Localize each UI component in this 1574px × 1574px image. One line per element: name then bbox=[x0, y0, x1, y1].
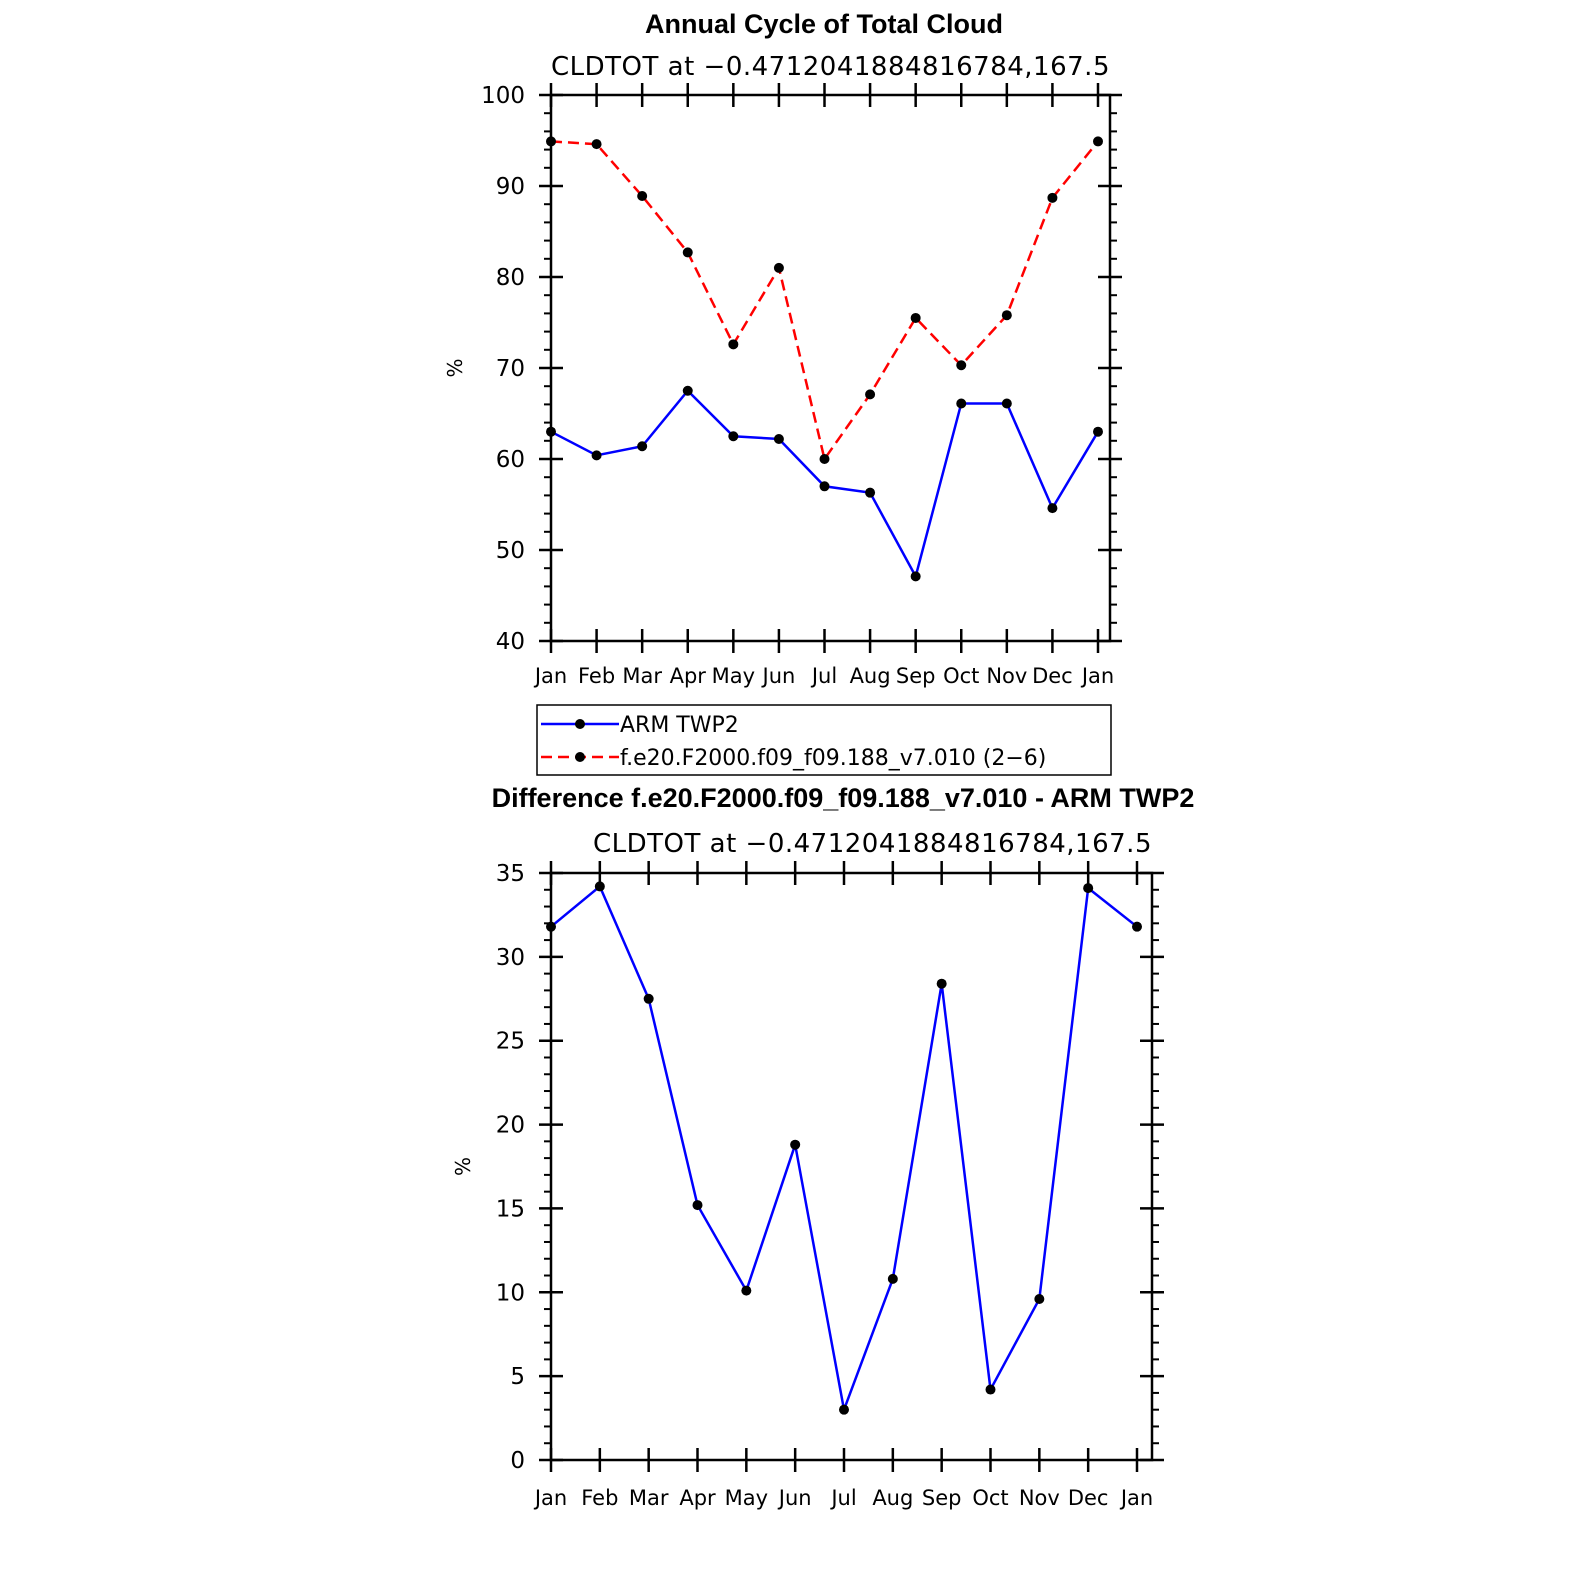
y-tick-label: 100 bbox=[481, 83, 525, 109]
x-tick-label: Mar bbox=[622, 664, 662, 688]
data-point bbox=[1047, 503, 1058, 514]
y-tick-label: 80 bbox=[496, 265, 525, 291]
data-point bbox=[910, 571, 921, 582]
data-point bbox=[741, 1285, 752, 1296]
legend: ARM TWP2 f.e20.F2000.f09_f09.188_v7.010 (… bbox=[536, 704, 1112, 776]
data-point bbox=[819, 454, 830, 464]
y-tick-label: 70 bbox=[496, 356, 525, 382]
x-tick-label: May bbox=[712, 664, 755, 688]
plot-frame bbox=[549, 871, 1154, 1462]
legend-box bbox=[536, 704, 1112, 776]
x-tick-label: Dec bbox=[1032, 664, 1073, 688]
series-line-2 bbox=[550, 140, 1099, 462]
x-tick-label: Aug bbox=[850, 664, 891, 688]
data-point bbox=[637, 441, 648, 452]
x-tick-label: Apr bbox=[679, 1486, 716, 1510]
data-point bbox=[643, 993, 654, 1004]
y-tick-label: 35 bbox=[496, 861, 525, 887]
series-line-1 bbox=[550, 884, 1138, 1415]
x-tick-label: Oct bbox=[943, 664, 979, 688]
y-tick-label: 15 bbox=[496, 1196, 525, 1222]
x-tick-label: Feb bbox=[581, 1486, 618, 1510]
y-axis-label: % bbox=[443, 358, 467, 377]
data-point bbox=[839, 1404, 849, 1415]
x-tick-label: Jan bbox=[1080, 664, 1114, 688]
plot-frame bbox=[549, 93, 1112, 643]
y-tick-label: 5 bbox=[510, 1364, 525, 1390]
data-point bbox=[956, 398, 967, 409]
data-point bbox=[865, 389, 876, 400]
data-point bbox=[865, 487, 876, 498]
y-tick-label: 90 bbox=[496, 174, 525, 200]
data-point bbox=[936, 978, 947, 989]
y-tick-label: 25 bbox=[496, 1029, 525, 1055]
data-point bbox=[637, 191, 648, 202]
data-point bbox=[1132, 921, 1142, 932]
x-tick-label: Dec bbox=[1068, 1486, 1109, 1510]
x-tick-label: Mar bbox=[629, 1486, 669, 1510]
y-tick-label: 20 bbox=[496, 1113, 525, 1139]
data-point bbox=[790, 1139, 801, 1150]
x-tick-label: Oct bbox=[972, 1486, 1008, 1510]
data-point bbox=[682, 385, 693, 396]
y-tick-label: 0 bbox=[510, 1448, 525, 1474]
x-tick-label: Jan bbox=[533, 664, 567, 688]
x-tick-label: Nov bbox=[986, 664, 1027, 688]
legend-label: f.e20.F2000.f09_f09.188_v7.010 (2−6) bbox=[620, 746, 1046, 771]
chart-subtitle: CLDTOT at −0.4712041884816784,167.5 bbox=[551, 52, 1110, 82]
data-point bbox=[956, 360, 967, 371]
data-point bbox=[1083, 883, 1094, 894]
data-point bbox=[985, 1384, 996, 1395]
data-point bbox=[887, 1273, 898, 1284]
data-point bbox=[1001, 398, 1012, 409]
x-tick-label: Aug bbox=[872, 1486, 913, 1510]
y-tick-label: 40 bbox=[496, 629, 525, 655]
x-tick-label: Apr bbox=[670, 664, 707, 688]
data-point bbox=[591, 139, 602, 150]
data-point bbox=[1093, 136, 1103, 147]
x-tick-label: Jul bbox=[829, 1486, 856, 1510]
chart-subtitle: CLDTOT at −0.4712041884816784,167.5 bbox=[593, 829, 1152, 859]
chart-title: Annual Cycle of Total Cloud bbox=[645, 9, 1003, 39]
data-point bbox=[591, 450, 602, 461]
y-tick-label: 10 bbox=[496, 1280, 525, 1306]
x-tick-label: Jan bbox=[533, 1486, 567, 1510]
legend-marker bbox=[575, 752, 585, 762]
x-tick-label: May bbox=[725, 1486, 768, 1510]
legend-marker bbox=[575, 719, 585, 729]
data-point bbox=[594, 881, 605, 892]
x-tick-label: Feb bbox=[578, 664, 615, 688]
y-tick-label: 30 bbox=[496, 945, 525, 971]
data-point bbox=[728, 339, 739, 350]
chart-1: Annual Cycle of Total Cloud CLDTOT at −0.… bbox=[443, 9, 1122, 776]
y-tick-label: 50 bbox=[496, 538, 525, 564]
data-point bbox=[819, 481, 830, 492]
data-point bbox=[1034, 1293, 1045, 1304]
data-point bbox=[728, 431, 739, 442]
data-point bbox=[773, 433, 784, 444]
data-point bbox=[910, 312, 921, 323]
data-point bbox=[1093, 426, 1103, 437]
x-tick-label: Jun bbox=[761, 664, 796, 688]
chart-2: Difference f.e20.F2000.f09_f09.188_v7.01… bbox=[451, 783, 1194, 1510]
data-point bbox=[546, 426, 556, 437]
x-tick-label: Nov bbox=[1019, 1486, 1060, 1510]
data-point bbox=[682, 247, 693, 258]
data-point bbox=[546, 921, 556, 932]
y-tick-label: 60 bbox=[496, 447, 525, 473]
chart-title: Difference f.e20.F2000.f09_f09.188_v7.01… bbox=[492, 783, 1195, 813]
legend-label: ARM TWP2 bbox=[620, 713, 739, 738]
data-point bbox=[773, 262, 784, 273]
data-point bbox=[692, 1200, 703, 1211]
x-tick-label: Jul bbox=[810, 664, 837, 688]
x-tick-label: Sep bbox=[896, 664, 936, 688]
x-tick-label: Jan bbox=[1119, 1486, 1153, 1510]
data-point bbox=[546, 136, 556, 147]
x-tick-label: Jun bbox=[777, 1486, 812, 1510]
y-axis-label: % bbox=[451, 1157, 475, 1176]
data-point bbox=[1001, 310, 1012, 321]
data-point bbox=[1047, 192, 1058, 203]
x-tick-label: Sep bbox=[922, 1486, 962, 1510]
